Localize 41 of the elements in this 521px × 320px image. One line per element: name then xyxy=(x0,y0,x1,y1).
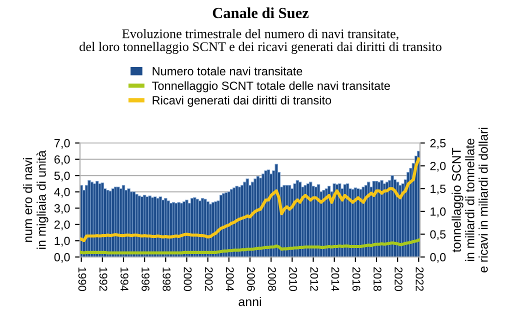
x-tick-label: 2008 xyxy=(268,267,276,291)
x-tick-label: 2000 xyxy=(184,267,192,292)
x-tick-label: 2020 xyxy=(394,267,402,292)
y-tick-label: 5,0 xyxy=(54,172,70,182)
y-axis-title: num ero di navi in migliaia di unità xyxy=(23,150,48,249)
chart-subtitle: Evoluzione trimestrale del numero di navi transitate, del loro tonnellaggio SCNT e dei ricavi generati dai diritti di transito xyxy=(80,28,442,54)
line-series xyxy=(80,238,420,254)
y-tick-label: 4,0 xyxy=(54,188,70,198)
legend-label: Ricavi generati dai diritti di transito xyxy=(152,96,332,107)
x-tick-label: 2022 xyxy=(416,267,424,291)
x-tick-label: 2014 xyxy=(331,267,340,292)
x-tick-label: 2012 xyxy=(310,267,318,291)
x-tick-label: 2016 xyxy=(352,267,360,291)
x-tick-label: 2004 xyxy=(226,267,234,292)
y2-tick-label: 1,5 xyxy=(430,184,446,194)
x-axis-title: anni xyxy=(238,296,261,306)
y2-tick-label: 0,0 xyxy=(430,253,446,263)
x-tick-label: 2006 xyxy=(247,267,255,291)
y-tick-label: 1,0 xyxy=(54,236,70,247)
y2-tick-label: 2,0 xyxy=(430,162,446,172)
y-tick-label: 6,0 xyxy=(54,155,70,166)
chart-title: Canale di Suez xyxy=(212,7,309,18)
y2-tick-label: 1,0 xyxy=(430,207,446,218)
x-tick-label: 1990 xyxy=(78,268,86,292)
y-tick-label: 0,0 xyxy=(54,253,70,263)
line-series xyxy=(80,157,420,242)
x-tick-label: 1998 xyxy=(162,268,171,291)
y-tick-label: 2,0 xyxy=(54,220,70,230)
x-tick-label: 2018 xyxy=(374,267,382,291)
y2-axis-title: tonnellaggio SCNT in miliardi di tonnellate e ricavi in miliardi di dollari xyxy=(452,128,488,272)
x-tick-label: 1996 xyxy=(142,268,150,291)
x-tick-label: 1992 xyxy=(99,268,108,291)
x-tick-label: 1994 xyxy=(120,268,128,292)
x-tick-label: 2002 xyxy=(204,267,213,291)
y2-tick-label: 2,5 xyxy=(430,139,446,149)
x-tick-label: 2010 xyxy=(289,267,298,292)
y2-tick-label: 0,5 xyxy=(430,230,446,240)
legend-label: Tonnellaggio SCNT totale delle navi transitate xyxy=(152,81,390,92)
y-tick-label: 7,0 xyxy=(54,139,70,149)
y-tick-label: 3,0 xyxy=(54,204,70,214)
legend-label: Numero totale navi transitate xyxy=(152,66,302,76)
